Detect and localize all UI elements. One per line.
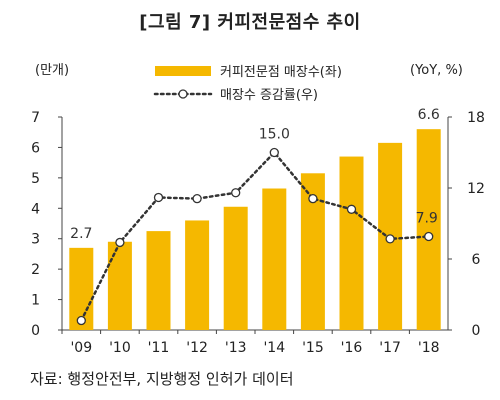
line-point [231, 188, 241, 198]
line-point [424, 231, 434, 242]
bar-series [69, 129, 441, 330]
data-label: 6.6 [418, 107, 440, 123]
line-point [308, 193, 318, 204]
line-point [385, 234, 395, 244]
legend-bar-label: 커피전문점 매장수(좌) [220, 65, 342, 80]
legend-line-label: 매장수 증감률(우) [220, 88, 318, 103]
y-right-unit: (YoY, %) [410, 63, 463, 78]
y-right-tick-label: 12 [467, 181, 485, 197]
y-left-tick-label: 6 [31, 140, 40, 156]
chart-title: [그림 7] 커피전문점수 추이 [139, 12, 361, 33]
x-tick-label: '18 [418, 340, 440, 356]
legend: 커피전문점 매장수(좌) 매장수 증감률(우) [153, 65, 342, 103]
data-label: 2.7 [70, 226, 92, 242]
bar [262, 188, 287, 330]
legend-line-marker [178, 89, 188, 99]
line-point [346, 204, 357, 214]
bar [416, 129, 441, 330]
bar [107, 241, 132, 330]
y-right-tick-label: 18 [467, 110, 485, 126]
y-left-tick-label: 2 [31, 262, 40, 278]
bar [146, 231, 171, 330]
y-right-tick-label: 0 [472, 323, 481, 339]
bar [223, 206, 248, 330]
bar [185, 220, 210, 330]
data-label: 15.0 [259, 127, 290, 143]
y-left-tick-label: 0 [31, 323, 40, 339]
x-tick-label: '11 [148, 340, 170, 356]
line-point [153, 192, 164, 203]
y-left-tick-label: 1 [31, 293, 40, 309]
line-series [76, 147, 434, 326]
legend-bar-swatch [155, 66, 211, 76]
x-tick-label: '17 [379, 340, 401, 356]
x-tick-label: '15 [302, 340, 324, 356]
data-label: 7.9 [416, 211, 438, 227]
y-left-tick-label: 3 [31, 232, 40, 248]
y-right-tick-label: 6 [472, 252, 481, 268]
bar [339, 156, 364, 330]
chart-axes: 01234567061218'09'10'11'12'13'14'15'16'1… [31, 63, 485, 356]
line-point [269, 147, 279, 158]
x-tick-label: '16 [341, 340, 363, 356]
y-left-unit: (만개) [35, 63, 69, 78]
line-point [76, 315, 86, 326]
line-path [80, 150, 430, 322]
y-left-tick-label: 4 [31, 201, 40, 217]
data-labels: 2.7 15.0 6.6 7.9 [70, 107, 440, 242]
line-point [115, 237, 125, 248]
y-left-tick-label: 5 [31, 171, 40, 187]
x-tick-label: '10 [109, 340, 131, 356]
x-tick-label: '14 [263, 340, 285, 356]
line-point [192, 193, 202, 204]
x-tick-label: '13 [225, 340, 247, 356]
y-left-tick-label: 7 [31, 110, 40, 126]
x-tick-label: '09 [70, 340, 92, 356]
x-tick-label: '12 [186, 340, 208, 356]
source-note: 자료: 행정안전부, 지방행정 인허가 데이터 [30, 370, 294, 388]
